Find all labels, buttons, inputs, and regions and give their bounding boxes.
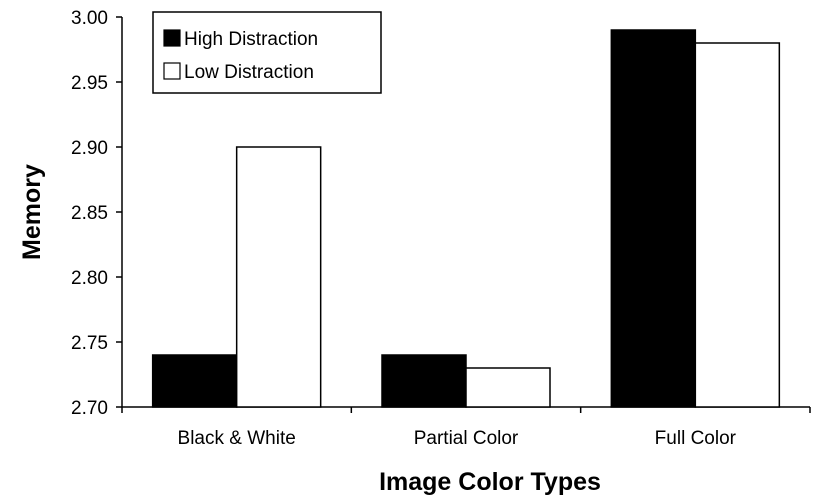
x-tick-label: Black & White (178, 428, 296, 449)
legend: High Distraction Low Distraction (152, 11, 382, 94)
x-axis-title: Image Color Types (379, 468, 601, 496)
x-tick-label: Full Color (655, 428, 737, 449)
y-tick-label: 2.85 (71, 203, 108, 224)
legend-box (152, 11, 382, 94)
bar-high-distraction (151, 354, 238, 408)
bar-high-distraction (610, 29, 697, 408)
legend-label: Low Distraction (184, 62, 314, 83)
legend-swatch (163, 29, 181, 47)
y-tick-label: 2.70 (71, 398, 108, 419)
bar-high-distraction (381, 354, 467, 408)
legend-swatch (163, 62, 181, 80)
bar-low-distraction (235, 146, 322, 408)
plot-area: 2.70 2.75 2.80 2.85 2.90 2.95 3.00 Black & Whit… (71, 8, 811, 449)
bar-low-distraction (694, 42, 781, 408)
legend-label: High Distraction (184, 29, 318, 50)
y-tick-label: 2.80 (71, 268, 108, 289)
y-tick-label: 2.95 (71, 73, 108, 94)
x-tick-label: Partial Color (414, 428, 519, 449)
y-tick-label: 2.75 (71, 333, 108, 354)
y-tick-label: 3.00 (71, 8, 108, 29)
y-axis-title: Memory (18, 164, 46, 260)
bar-low-distraction (465, 367, 551, 408)
y-tick-label: 2.90 (71, 138, 108, 159)
